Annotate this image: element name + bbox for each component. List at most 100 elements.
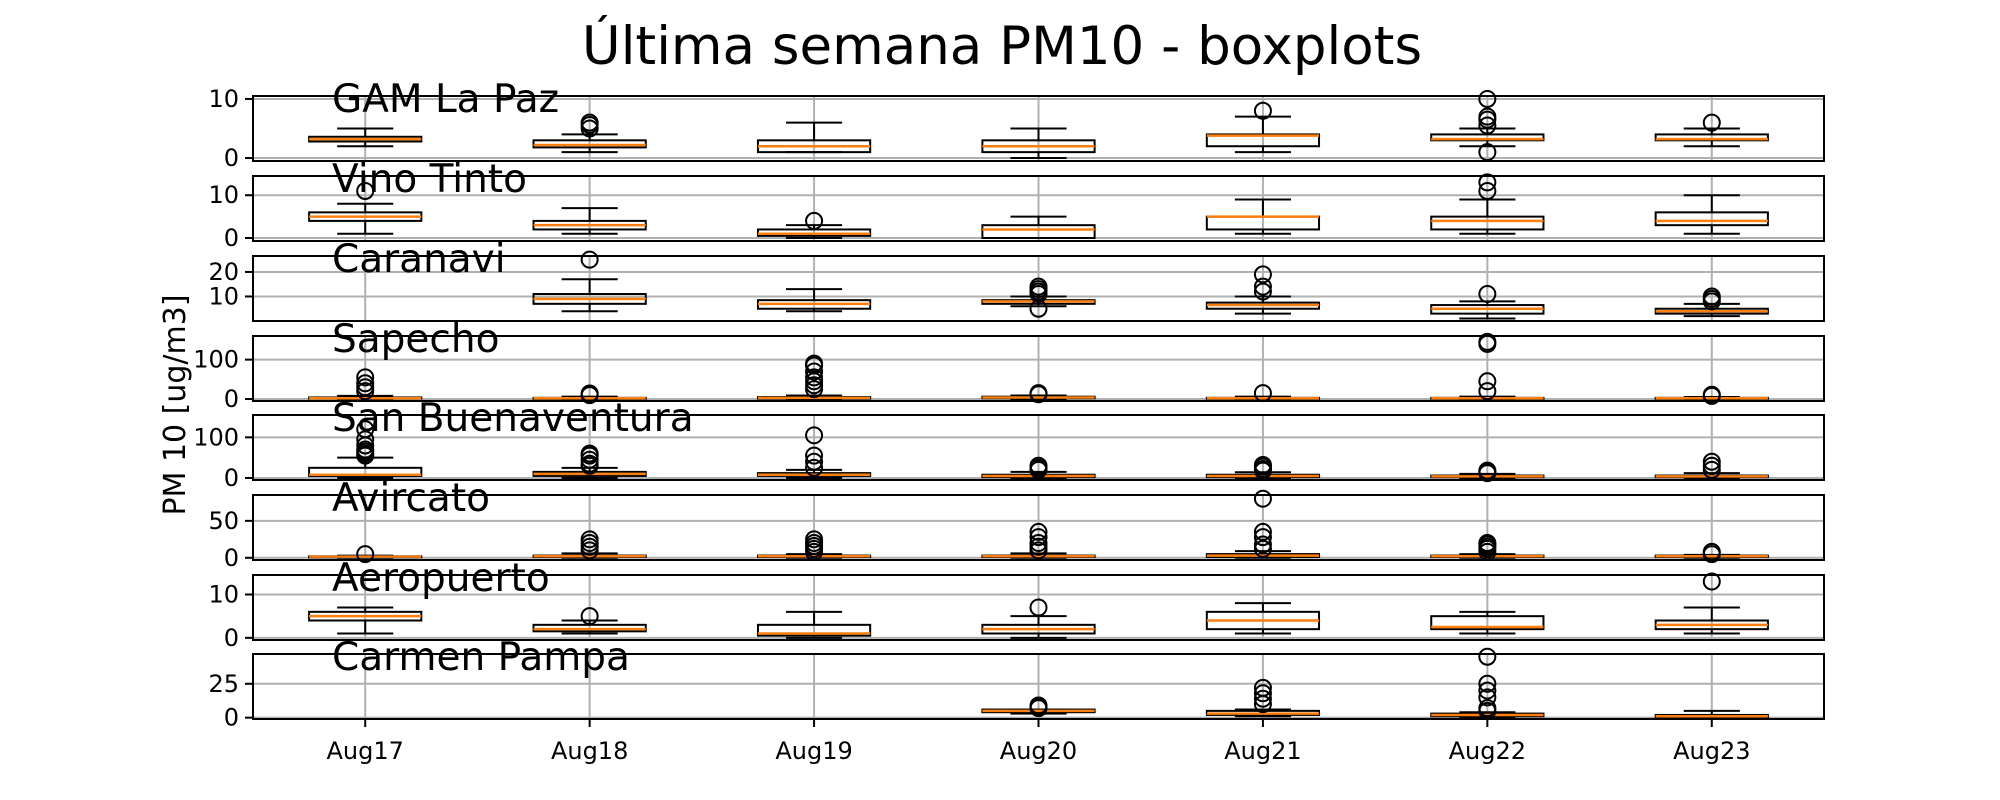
x-tick-label: Aug19 — [775, 737, 852, 765]
outlier-point — [356, 430, 375, 449]
box-aug17 — [308, 181, 423, 235]
outlier-point — [1253, 265, 1272, 284]
outlier-point — [356, 374, 375, 393]
outlier-point — [1029, 534, 1048, 553]
panel-frame — [252, 255, 1825, 322]
box-aug23 — [1654, 194, 1769, 235]
box-aug18 — [532, 607, 647, 635]
outlier-point — [1253, 277, 1272, 296]
box-aug23 — [1654, 542, 1769, 564]
box-aug23 — [1654, 709, 1769, 719]
outlier-point — [1702, 572, 1721, 591]
iqr-box — [981, 224, 1096, 240]
outlier-point — [1478, 181, 1497, 200]
box-aug23 — [1654, 572, 1769, 635]
panel-frame — [252, 494, 1825, 561]
box-aug19 — [756, 211, 872, 240]
outlier-point — [1478, 699, 1497, 718]
outlier-point — [1253, 522, 1272, 541]
panel-frame — [252, 335, 1825, 402]
outlier-point — [1478, 107, 1497, 126]
outlier-point — [805, 211, 824, 230]
outlier-point — [1478, 461, 1497, 480]
box-aug21 — [1205, 678, 1321, 718]
outlier-point — [1029, 277, 1048, 296]
y-tick-label: 0 — [224, 704, 239, 732]
box-aug18 — [532, 444, 647, 479]
iqr-box — [1654, 211, 1769, 227]
station-name: Avircato — [332, 476, 490, 521]
x-tick-label: Aug21 — [1224, 737, 1301, 765]
y-tick-label: 50 — [208, 507, 239, 535]
outlier-point — [805, 452, 824, 471]
box-aug21 — [1205, 489, 1321, 559]
box-aug20 — [981, 277, 1096, 318]
y-axis-label: PM 10 [ug/m3] — [158, 294, 193, 515]
box-aug18 — [532, 384, 647, 405]
x-tick-label: Aug23 — [1673, 737, 1750, 765]
outlier-point — [1478, 332, 1497, 351]
y-tick-label: 10 — [208, 581, 239, 609]
box-aug19 — [756, 530, 872, 561]
box-aug19 — [756, 288, 872, 313]
outlier-point — [1478, 681, 1497, 700]
box-aug21 — [1205, 101, 1321, 154]
outlier-point — [1478, 647, 1497, 666]
box-aug21 — [1205, 198, 1321, 235]
box-aug22 — [1430, 285, 1545, 320]
y-tick-label: 25 — [208, 670, 239, 698]
panel-gam-la-paz: 0 10 GAM La Paz — [208, 77, 1825, 172]
box-aug17 — [308, 368, 423, 401]
station-name: Sapecho — [332, 317, 499, 362]
panel-frame — [252, 574, 1825, 641]
outlier-point — [1702, 113, 1721, 132]
x-tick-labels: Aug17 Aug18 Aug19 Aug20 Aug21 Aug22 Aug23 — [327, 719, 1750, 765]
box-aug22 — [1430, 89, 1545, 162]
station-name: San Buenaventura — [332, 396, 694, 441]
outlier-point — [1029, 696, 1048, 715]
box-aug18 — [532, 207, 647, 235]
outlier-point — [580, 113, 599, 132]
box-aug17 — [308, 420, 423, 479]
box-aug18 — [532, 530, 647, 560]
outlier-point — [1253, 678, 1272, 697]
y-tick-label: 10 — [208, 181, 239, 209]
station-name: Carmen Pampa — [332, 635, 630, 680]
y-tick-label: 0 — [224, 385, 239, 413]
outlier-point — [1029, 598, 1048, 617]
panel-frame — [252, 175, 1825, 242]
outlier-point — [1478, 372, 1497, 391]
outlier-point — [1702, 452, 1721, 471]
panel-avircato: 0 50 Avircato — [208, 476, 1825, 572]
box-aug20 — [981, 696, 1096, 718]
outlier-point — [1478, 89, 1497, 108]
station-name: Aeropuerto — [332, 556, 550, 601]
panel-aeropuerto: 0 10 Aeropuerto — [208, 556, 1825, 652]
outlier-point — [1253, 528, 1272, 547]
box-aug17 — [308, 127, 423, 148]
outlier-point — [1029, 528, 1048, 547]
y-tick-label: 0 — [224, 544, 239, 572]
box-aug21 — [1205, 265, 1321, 315]
y-tick-label: 10 — [208, 85, 239, 113]
box-aug20 — [981, 522, 1096, 560]
y-tick-label: 0 — [224, 224, 239, 252]
x-tick-label: Aug18 — [551, 737, 628, 765]
panel-frame — [252, 414, 1825, 481]
panel-sapecho: 0 100 Sapecho — [193, 317, 1825, 413]
y-tick-label: 0 — [224, 464, 239, 492]
y-tick-label: 100 — [193, 346, 239, 374]
box-aug22 — [1430, 332, 1545, 401]
box-aug17 — [308, 545, 423, 564]
outlier-point — [1029, 456, 1048, 475]
panel-carmen-pampa: 0 25 Carmen Pampa — [208, 635, 1825, 732]
box-aug20 — [981, 127, 1096, 160]
box-aug21 — [1205, 455, 1321, 480]
outlier-point — [356, 420, 375, 439]
outlier-point — [356, 368, 375, 387]
outlier-point — [1478, 116, 1497, 135]
iqr-box — [1430, 215, 1545, 231]
x-tick-label: Aug22 — [1449, 737, 1526, 765]
